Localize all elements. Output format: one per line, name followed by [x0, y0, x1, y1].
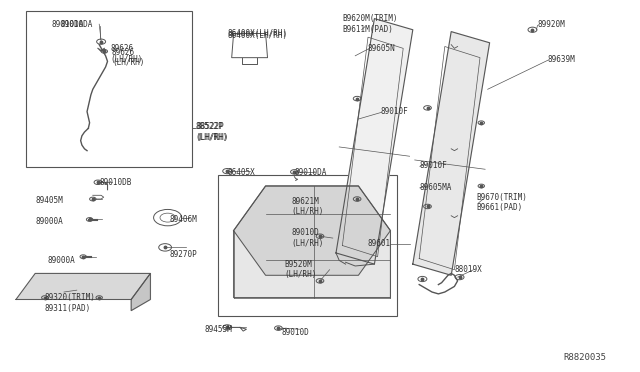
- Text: 89605N: 89605N: [368, 44, 396, 53]
- Text: 89000A: 89000A: [48, 256, 76, 265]
- Circle shape: [160, 213, 175, 222]
- Text: 89010D
(LH/RH): 89010D (LH/RH): [291, 228, 324, 248]
- Text: 89010DA: 89010DA: [294, 169, 327, 177]
- Polygon shape: [234, 186, 390, 298]
- Text: 89639M: 89639M: [547, 55, 575, 64]
- Text: B9520M
(LH/RH): B9520M (LH/RH): [285, 260, 317, 279]
- Text: 89626
(LH/RH): 89626 (LH/RH): [112, 48, 145, 67]
- Bar: [218, 175, 397, 316]
- Circle shape: [154, 209, 182, 226]
- Text: 86400X(LH/RH): 86400X(LH/RH): [227, 29, 287, 38]
- Text: 89405M: 89405M: [35, 196, 63, 205]
- Text: 89010D: 89010D: [282, 328, 309, 337]
- Text: 89455M: 89455M: [205, 325, 232, 334]
- Polygon shape: [131, 273, 150, 311]
- Polygon shape: [413, 32, 490, 275]
- Text: 86405X: 86405X: [227, 169, 255, 177]
- Text: 88522P
(LH/RH): 88522P (LH/RH): [195, 122, 228, 142]
- Text: 89605MA: 89605MA: [419, 183, 452, 192]
- Text: 89626
(LH/RH): 89626 (LH/RH): [111, 44, 143, 64]
- Text: 89010DB: 89010DB: [99, 178, 132, 187]
- Polygon shape: [234, 186, 390, 275]
- Bar: [26, 11, 192, 167]
- Text: 89010F: 89010F: [419, 161, 447, 170]
- Text: 89601: 89601: [368, 239, 391, 248]
- Text: 89621M
(LH/RH): 89621M (LH/RH): [291, 197, 324, 216]
- Text: 89010DA: 89010DA: [61, 20, 93, 29]
- Text: 89000A: 89000A: [35, 217, 63, 226]
- Text: 88522P
(LH/RH): 88522P (LH/RH): [196, 122, 229, 142]
- Polygon shape: [232, 33, 268, 58]
- Text: 89010DA: 89010DA: [51, 20, 84, 29]
- Text: 89406M: 89406M: [170, 215, 197, 224]
- Polygon shape: [16, 273, 150, 299]
- Text: 89010F: 89010F: [381, 107, 408, 116]
- Text: B9620M(TRIM)
B9611M(PAD): B9620M(TRIM) B9611M(PAD): [342, 15, 398, 34]
- Text: 89320(TRIM)
89311(PAD): 89320(TRIM) 89311(PAD): [45, 294, 95, 313]
- Text: 86400X(LH/RH): 86400X(LH/RH): [227, 31, 287, 40]
- Text: B9670(TRIM)
B9661(PAD): B9670(TRIM) B9661(PAD): [477, 193, 527, 212]
- Text: 88019X: 88019X: [454, 265, 482, 274]
- Text: 89920M: 89920M: [538, 20, 565, 29]
- Text: 89270P: 89270P: [170, 250, 197, 259]
- Polygon shape: [336, 19, 413, 264]
- Text: R8820035: R8820035: [563, 353, 606, 362]
